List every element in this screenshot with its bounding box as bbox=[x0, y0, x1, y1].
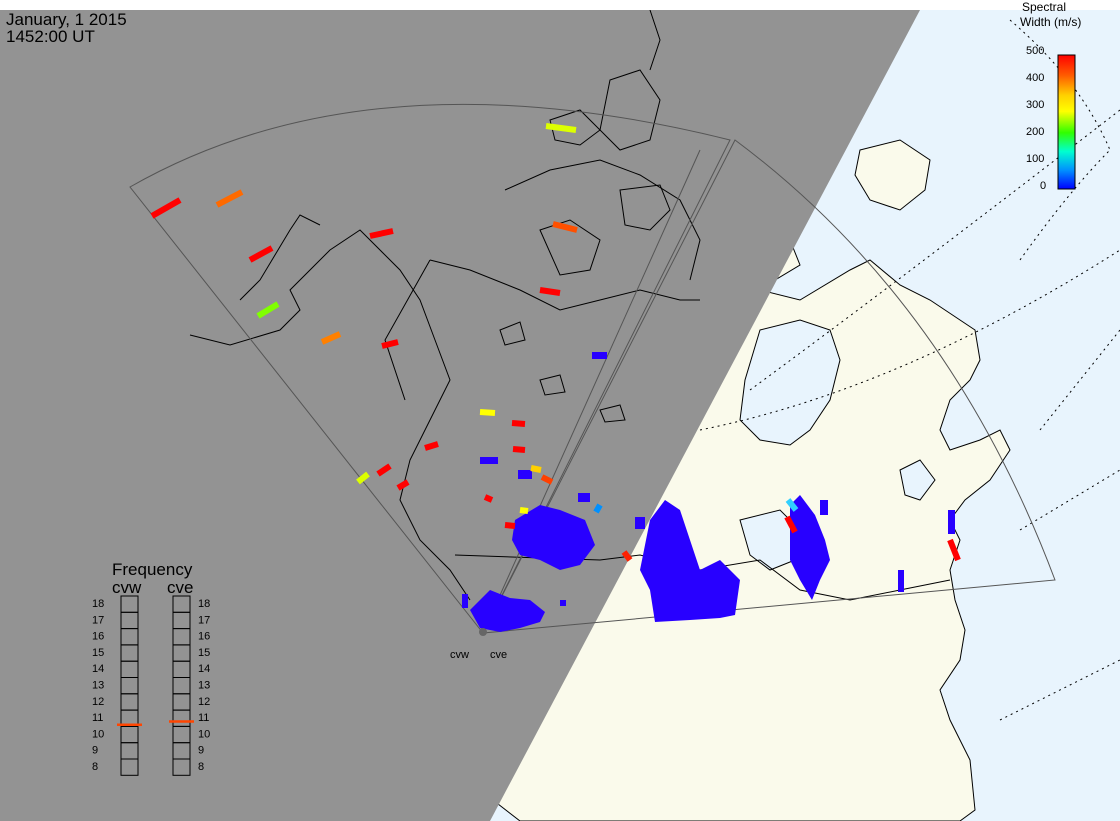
colorbar-tick: 500 bbox=[1026, 45, 1044, 57]
echo-segments bbox=[150, 123, 961, 562]
colorbar-title-line2: Width (m/s) bbox=[1020, 15, 1081, 29]
frequency-scale-label: 11 bbox=[92, 712, 103, 724]
colorbar-gradient bbox=[1057, 54, 1076, 190]
colorbar: Spectral Width (m/s) 500 400 300 200 100… bbox=[1020, 0, 1081, 192]
frequency-scale-label: 17 bbox=[92, 614, 104, 626]
frequency-panel: Frequency cvw cve 1817161514131211109818… bbox=[92, 560, 210, 776]
colorbar-tick: 400 bbox=[1026, 72, 1044, 84]
colorbar-tick: 0 bbox=[1040, 180, 1046, 192]
frequency-title: Frequency bbox=[112, 560, 193, 579]
frequency-scale-label: 15 bbox=[92, 647, 104, 659]
frequency-scale-label: 16 bbox=[198, 631, 210, 643]
frequency-box bbox=[172, 758, 191, 776]
frequency-scale-label: 10 bbox=[198, 728, 210, 740]
frequency-scale-label: 15 bbox=[198, 647, 210, 659]
echo-cluster-2 bbox=[512, 505, 595, 570]
night-side-shading bbox=[0, 10, 920, 821]
gulf-st-lawrence bbox=[899, 459, 936, 501]
date-label: January, 1 2015 bbox=[6, 10, 127, 29]
colorbar-title-line1: Spectral bbox=[1022, 0, 1066, 14]
frequency-scale-label: 9 bbox=[198, 745, 204, 757]
lakes bbox=[739, 319, 936, 571]
frequency-scale-label: 14 bbox=[92, 663, 104, 675]
echo-cluster-1 bbox=[470, 590, 545, 632]
frequency-scale-label: 16 bbox=[92, 631, 104, 643]
frequency-scale-label: 11 bbox=[198, 712, 209, 724]
frequency-scale-label: 13 bbox=[198, 680, 210, 692]
frequency-scale-label: 18 bbox=[198, 598, 210, 610]
frequency-radar-label-cve: cve bbox=[167, 578, 193, 597]
radar-label-cve: cve bbox=[490, 649, 507, 661]
frequency-scale-label: 9 bbox=[92, 745, 98, 757]
colorbar-tick: 200 bbox=[1026, 126, 1044, 138]
frequency-scale: 18 17 16 15 14 13 12 11 10 9 8 18 17 16 15 14 13 12 11 10 9 8 bbox=[92, 595, 210, 776]
land-greenland bbox=[854, 139, 931, 211]
echo-cluster-3 bbox=[640, 500, 740, 622]
fov-cvw bbox=[129, 103, 731, 634]
frequency-scale-label: 17 bbox=[198, 614, 210, 626]
radar-site-marker bbox=[479, 628, 487, 636]
echo-clusters bbox=[462, 352, 955, 632]
frequency-scale-label: 14 bbox=[198, 663, 210, 675]
frequency-box bbox=[120, 758, 139, 776]
frequency-scale-label: 8 bbox=[198, 761, 204, 773]
colorbar-tick: 300 bbox=[1026, 99, 1044, 111]
borders bbox=[384, 259, 951, 601]
hudson-bay bbox=[739, 319, 841, 446]
frequency-scale-label: 10 bbox=[92, 728, 104, 740]
frequency-scale-label: 18 bbox=[92, 598, 104, 610]
fov-cve bbox=[482, 139, 1056, 634]
frequency-scale-label: 8 bbox=[92, 761, 98, 773]
colorbar-tick: 100 bbox=[1026, 153, 1044, 165]
radar-sites: cvw cve bbox=[450, 628, 507, 661]
time-label: 1452:00 UT bbox=[6, 27, 95, 46]
frequency-radar-label-cvw: cvw bbox=[112, 578, 142, 597]
echo-cluster-4 bbox=[790, 495, 830, 600]
night-coastlines bbox=[189, 10, 701, 601]
radar-label-cvw: cvw bbox=[450, 649, 469, 661]
frequency-scale-label: 13 bbox=[92, 680, 104, 692]
frequency-scale-label: 12 bbox=[198, 696, 210, 708]
frequency-scale-label: 12 bbox=[92, 696, 104, 708]
